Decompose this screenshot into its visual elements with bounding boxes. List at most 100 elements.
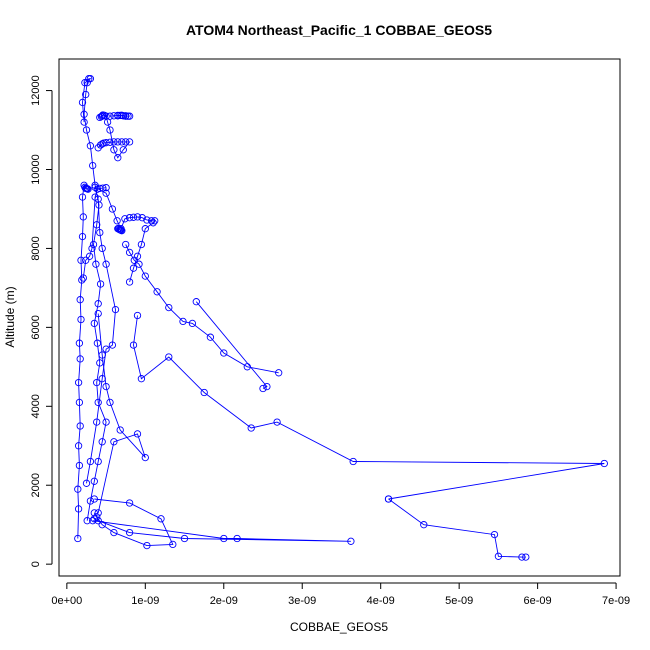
data-point — [122, 240, 130, 249]
data-point — [99, 184, 107, 192]
data-point — [94, 457, 102, 466]
x-tick-label: 0e+00 — [51, 595, 82, 607]
data-point — [102, 184, 110, 192]
y-tick-label: 2000 — [30, 473, 42, 497]
data-point — [94, 517, 102, 525]
data-point — [118, 227, 126, 235]
data-point — [133, 311, 142, 320]
data-point — [169, 540, 177, 549]
y-tick-label: 8000 — [30, 236, 42, 260]
data-point — [347, 537, 355, 545]
y-tick-label: 4000 — [30, 394, 42, 418]
y-tick-label: 10000 — [30, 154, 42, 185]
data-point — [129, 264, 138, 272]
data-point — [106, 398, 114, 407]
series-layer — [74, 75, 608, 561]
data-point — [111, 305, 120, 314]
x-axis: 0e+00 1e-09 2e-09 3e-09 4e-09 5e-09 6e-09 7e-09 — [51, 582, 630, 607]
data-point — [75, 398, 84, 407]
series-8-line — [195, 301, 268, 389]
data-point — [259, 384, 267, 393]
data-point — [125, 214, 134, 222]
data-point — [133, 213, 142, 221]
data-point — [91, 183, 99, 191]
data-point — [75, 339, 84, 347]
data-point — [206, 333, 215, 341]
data-point — [88, 244, 96, 253]
series-13-line — [86, 199, 116, 484]
data-point — [137, 375, 146, 383]
data-point — [76, 422, 84, 430]
series-14-line — [82, 187, 107, 279]
data-point — [77, 315, 85, 324]
data-point — [137, 240, 146, 249]
data-point — [102, 189, 110, 197]
x-tick-label: 3e-09 — [288, 595, 316, 607]
data-point — [122, 138, 130, 146]
data-point — [90, 319, 98, 328]
y-tick-label: 0 — [30, 561, 42, 567]
data-point — [86, 75, 95, 83]
data-point — [91, 193, 99, 201]
data-point — [125, 138, 134, 146]
data-point — [518, 553, 526, 561]
data-point — [74, 442, 83, 450]
data-point — [94, 509, 102, 517]
data-point — [106, 112, 114, 120]
data-point — [84, 185, 92, 193]
data-point — [102, 260, 110, 268]
data-point — [102, 418, 110, 426]
data-point — [89, 240, 98, 249]
y-axis: 0 2000 4000 6000 8000 10000 12000 — [30, 75, 53, 567]
data-point — [93, 378, 101, 387]
data-point — [74, 505, 83, 513]
data-point — [98, 521, 106, 529]
data-point — [98, 375, 106, 383]
data-point — [78, 276, 86, 284]
data-point — [153, 288, 161, 296]
data-point — [90, 509, 98, 517]
data-point — [90, 477, 98, 485]
data-point — [74, 378, 83, 387]
x-tick-label: 5e-09 — [445, 595, 473, 607]
data-point — [220, 349, 228, 357]
data-point — [106, 138, 114, 146]
data-point — [102, 382, 110, 391]
data-point — [125, 528, 134, 537]
data-point — [90, 515, 98, 523]
data-point — [522, 553, 530, 561]
data-point — [93, 418, 101, 426]
data-point — [200, 388, 208, 397]
data-point — [76, 355, 84, 363]
data-point — [80, 110, 88, 118]
data-point — [110, 528, 118, 537]
data-point — [420, 521, 428, 529]
y-tick-label: 12000 — [30, 75, 42, 106]
data-point — [114, 112, 122, 120]
data-point — [110, 138, 118, 146]
data-point — [119, 146, 127, 154]
data-point — [114, 154, 122, 162]
data-point — [147, 217, 156, 225]
data-point — [90, 495, 98, 503]
data-point — [89, 517, 97, 525]
data-point — [79, 274, 87, 282]
data-point — [188, 319, 197, 328]
data-point — [133, 430, 142, 438]
data-point — [106, 126, 114, 134]
series-1-line — [82, 78, 107, 521]
data-point — [116, 426, 124, 434]
data-point — [165, 353, 173, 361]
data-point — [110, 438, 118, 446]
data-point — [108, 341, 117, 349]
data-point — [125, 499, 134, 507]
data-point — [83, 517, 91, 525]
data-point — [82, 126, 91, 134]
data-point — [125, 248, 134, 257]
data-point — [74, 485, 82, 493]
series-2-line — [97, 114, 131, 159]
data-point — [96, 113, 104, 122]
data-point — [143, 216, 151, 224]
data-point — [86, 142, 95, 150]
data-point — [129, 341, 138, 349]
